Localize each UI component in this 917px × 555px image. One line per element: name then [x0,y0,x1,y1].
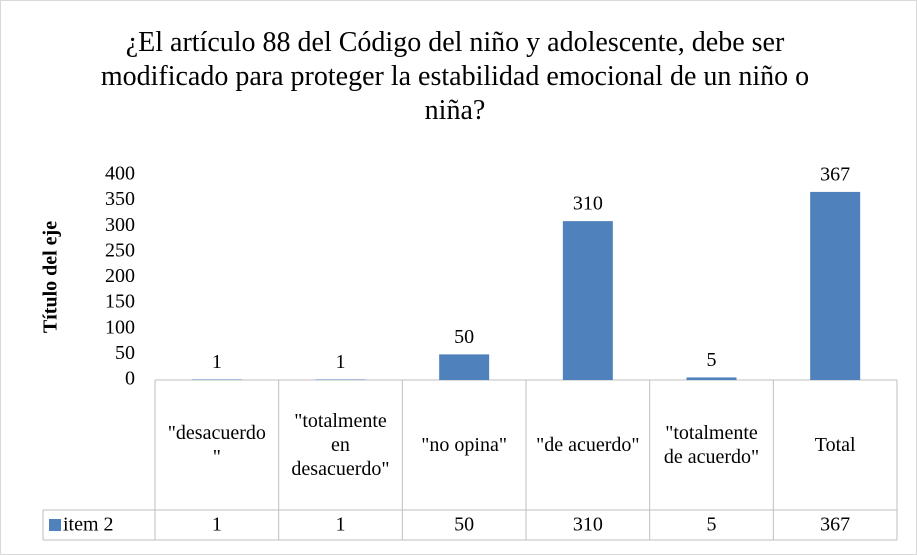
data-label: 50 [454,326,474,348]
table-value: 5 [707,514,717,536]
category-label: Total [814,434,856,456]
data-label: 367 [820,164,850,186]
category-label: "no opina" [421,434,508,456]
data-label: 5 [707,349,717,371]
category-label: "de acuerdo" [536,434,640,456]
data-label: 310 [573,193,603,215]
y-tick-label: 100 [105,316,135,338]
table-value: 1 [212,514,222,536]
bar [191,379,242,380]
category-label: "totalmente de acuerdo" [663,422,760,468]
bar [439,354,490,380]
table-value: 50 [454,514,474,536]
data-label: 1 [336,351,346,373]
legend-label: item 2 [63,514,114,536]
chart-title: ¿El artículo 88 del Código del niño y ad… [100,27,810,126]
table-value: 367 [820,514,850,536]
bar [315,379,366,380]
y-tick-label: 0 [125,368,135,390]
y-tick-label: 200 [105,265,135,287]
y-tick-label: 150 [105,291,135,313]
bar [562,221,613,380]
category-label: "totalmente en desacuerdo" [291,410,390,480]
y-axis-title: Título del eje [40,221,62,333]
legend-marker [49,519,61,531]
y-tick-label: 350 [105,188,135,210]
y-tick-label: 50 [115,342,135,364]
y-tick-label: 250 [105,239,135,261]
table-value: 310 [573,514,603,536]
y-tick-label: 400 [105,163,135,185]
category-label: "desacuerdo" [167,422,266,468]
table-value: 1 [336,514,346,536]
bar [810,191,861,380]
data-label: 1 [212,351,222,373]
bar [686,377,737,380]
y-tick-label: 300 [105,214,135,236]
